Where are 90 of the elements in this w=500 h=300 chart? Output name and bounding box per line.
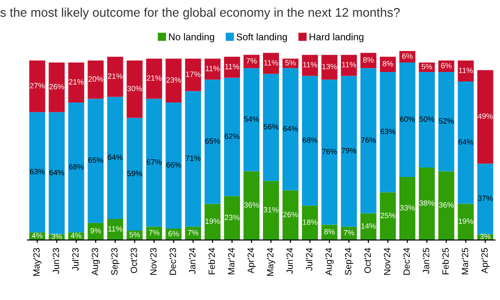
bar bbox=[107, 219, 124, 240]
x-tick-label: May'24 bbox=[267, 248, 276, 276]
bar bbox=[68, 62, 84, 103]
bar bbox=[88, 98, 104, 223]
bar bbox=[340, 76, 357, 227]
bar bbox=[418, 72, 435, 168]
x-tick-label: Jun'23 bbox=[52, 248, 60, 274]
bar bbox=[29, 112, 46, 232]
bar bbox=[146, 98, 162, 227]
x-tick-label: Mar'25 bbox=[462, 248, 468, 274]
bar bbox=[458, 204, 474, 240]
bar bbox=[399, 62, 416, 177]
bar bbox=[380, 56, 396, 72]
bar bbox=[244, 171, 260, 240]
bar bbox=[360, 213, 376, 240]
x-tick-label: Oct'23 bbox=[130, 248, 138, 274]
chart-title: s the most likely outcome for the global economy in the next 12 months? bbox=[0, 8, 400, 20]
bar bbox=[263, 52, 279, 74]
x-tick-label: Feb'24 bbox=[208, 248, 215, 274]
x-tick-label: Sep'24 bbox=[344, 248, 354, 276]
bar bbox=[399, 51, 416, 62]
bar bbox=[477, 164, 494, 234]
x-tick-label: Jul'24 bbox=[306, 248, 312, 271]
x-tick-label: Dec'24 bbox=[403, 248, 410, 275]
bar bbox=[282, 190, 298, 240]
x-tick-label: Feb'25 bbox=[442, 248, 449, 274]
bar bbox=[282, 68, 298, 190]
bar bbox=[360, 68, 376, 214]
x-tick-label: Oct'24 bbox=[364, 248, 371, 274]
x-tick-label: Jan'24 bbox=[189, 248, 196, 274]
bar bbox=[458, 60, 474, 82]
bar bbox=[321, 80, 338, 225]
bar bbox=[224, 196, 240, 240]
bar bbox=[302, 54, 318, 76]
x-tick-label: Jul'23 bbox=[72, 248, 79, 271]
bar bbox=[399, 177, 416, 240]
x-tick-label: Sep'23 bbox=[111, 248, 120, 276]
bar bbox=[29, 60, 46, 112]
bar bbox=[48, 112, 65, 234]
x-tick-label: Jun'24 bbox=[286, 248, 293, 274]
x-tick-label: Jan'25 bbox=[422, 248, 430, 274]
bar bbox=[321, 224, 338, 240]
bar bbox=[224, 56, 240, 78]
bar bbox=[185, 91, 202, 227]
bar bbox=[438, 60, 454, 72]
bar bbox=[321, 54, 338, 80]
bar bbox=[263, 74, 279, 181]
bar bbox=[204, 58, 221, 80]
bar bbox=[146, 226, 162, 240]
x-tick-label: Apr'24 bbox=[248, 248, 256, 274]
bar bbox=[107, 96, 124, 219]
bar bbox=[244, 68, 260, 172]
bar bbox=[458, 82, 474, 204]
x-tick-label: Aug'24 bbox=[325, 248, 334, 276]
bar bbox=[185, 226, 202, 240]
bar bbox=[204, 80, 221, 204]
bar bbox=[126, 60, 143, 118]
x-tick-label: Dec'23 bbox=[170, 248, 176, 275]
bar bbox=[88, 60, 104, 99]
bar bbox=[302, 76, 318, 206]
bar bbox=[340, 54, 357, 76]
bar bbox=[166, 58, 182, 103]
x-tick-label: Apr'25 bbox=[481, 248, 490, 274]
bar bbox=[224, 78, 240, 196]
legend-label: Hard landing bbox=[310, 33, 364, 42]
bar bbox=[126, 118, 143, 230]
bar bbox=[380, 72, 396, 192]
bar bbox=[438, 171, 454, 240]
bar bbox=[204, 204, 221, 240]
bar bbox=[340, 226, 357, 240]
bar bbox=[68, 102, 84, 232]
x-tick-label: Nov'23 bbox=[150, 248, 157, 275]
x-tick-label: Aug'23 bbox=[92, 248, 100, 276]
bar bbox=[477, 70, 494, 164]
bar bbox=[418, 167, 435, 240]
bar bbox=[166, 102, 182, 229]
x-tick-label: May'23 bbox=[33, 248, 42, 276]
x-tick-label: Nov'24 bbox=[384, 248, 390, 275]
bar bbox=[302, 206, 318, 240]
legend-label: Soft landing bbox=[236, 33, 287, 42]
x-tick-label: Mar'24 bbox=[228, 248, 234, 274]
bar bbox=[263, 180, 279, 240]
bar bbox=[185, 58, 202, 92]
bar bbox=[380, 192, 396, 240]
bar bbox=[107, 56, 124, 97]
bar bbox=[360, 52, 376, 68]
bar bbox=[146, 58, 162, 99]
bar bbox=[48, 62, 65, 112]
legend-label: No landing bbox=[169, 33, 214, 42]
bar bbox=[438, 72, 454, 172]
